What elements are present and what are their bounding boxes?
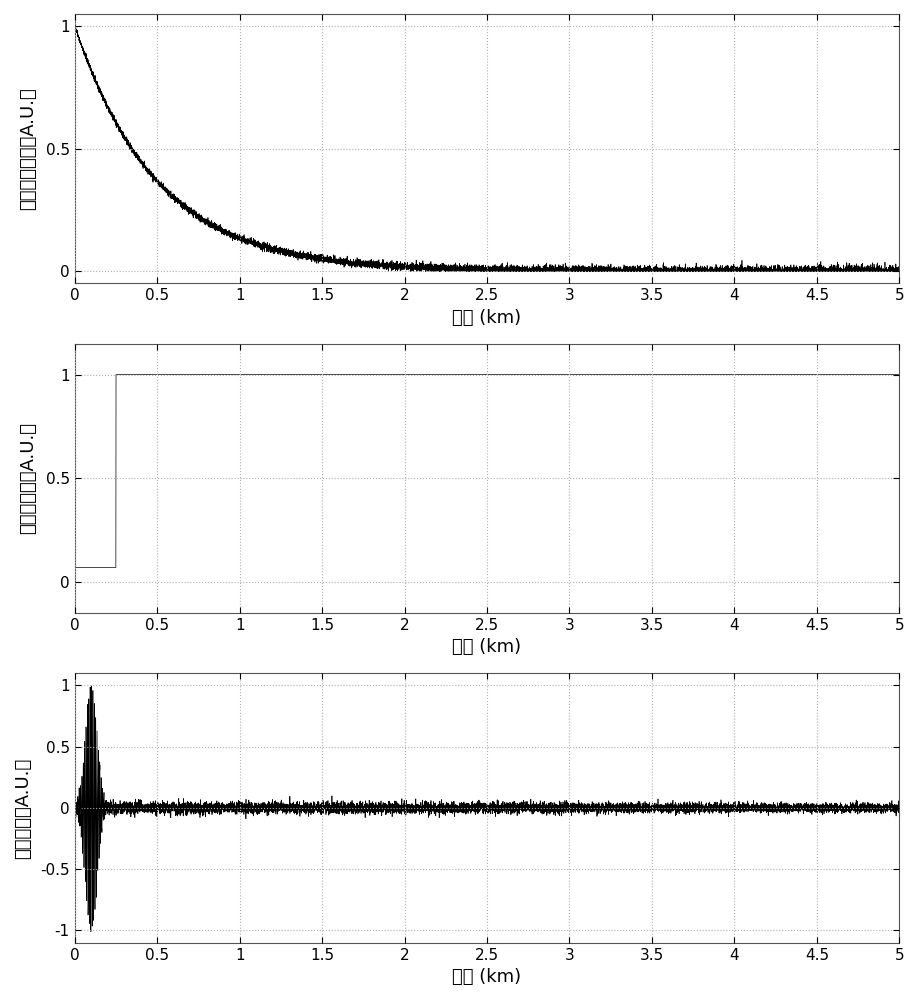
Y-axis label: 接收信号功率（A.U.）: 接收信号功率（A.U.） [19,87,38,210]
X-axis label: 距离 (km): 距离 (km) [453,638,521,656]
X-axis label: 距离 (km): 距离 (km) [453,309,521,327]
X-axis label: 距离 (km): 距离 (km) [453,968,521,986]
Y-axis label: 本振光功率（A.U.）: 本振光功率（A.U.） [19,422,38,534]
Y-axis label: 射频信号（A.U.）: 射频信号（A.U.） [14,757,32,859]
